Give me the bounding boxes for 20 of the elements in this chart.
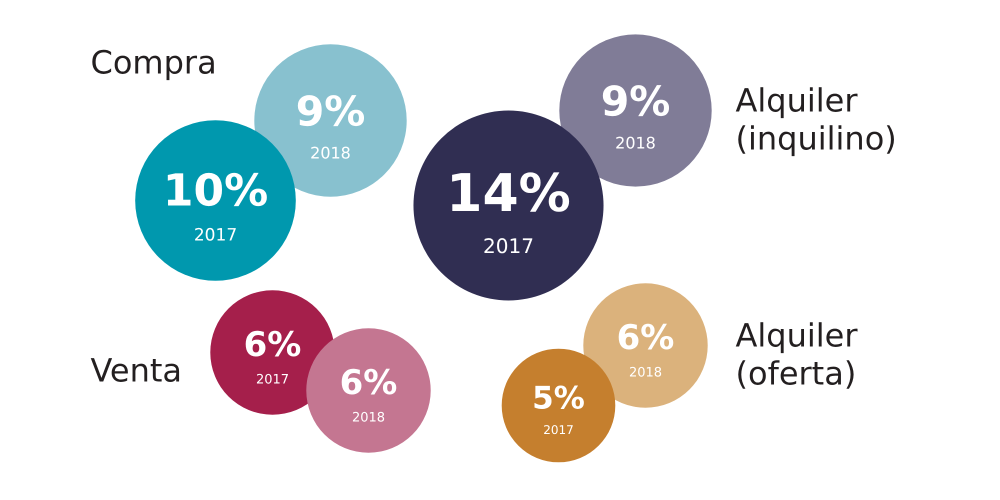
category-label: Compra [90,44,217,82]
category-label: Alquiler (oferta) [736,316,858,392]
data-label: 5% [532,380,585,417]
text: 2017 [483,234,534,258]
data-label: 9% [296,87,366,136]
data-label: 6% [244,325,302,366]
text: 2017 [194,226,238,246]
text: 2017 [256,372,290,388]
series-label: 2017 [543,422,574,437]
text: 2018 [628,366,662,381]
category-label: Alquiler (inquilino) [736,82,897,158]
data-label: 6% [340,363,398,404]
data-label: 9% [600,77,670,126]
series-label: 2018 [352,410,386,426]
text: 2018 [310,144,351,163]
data-label: 14% [446,164,571,224]
category-label: Venta [90,352,182,390]
data-label: 10% [162,165,268,216]
data-label: 6% [616,318,674,358]
text: 2018 [615,134,656,153]
